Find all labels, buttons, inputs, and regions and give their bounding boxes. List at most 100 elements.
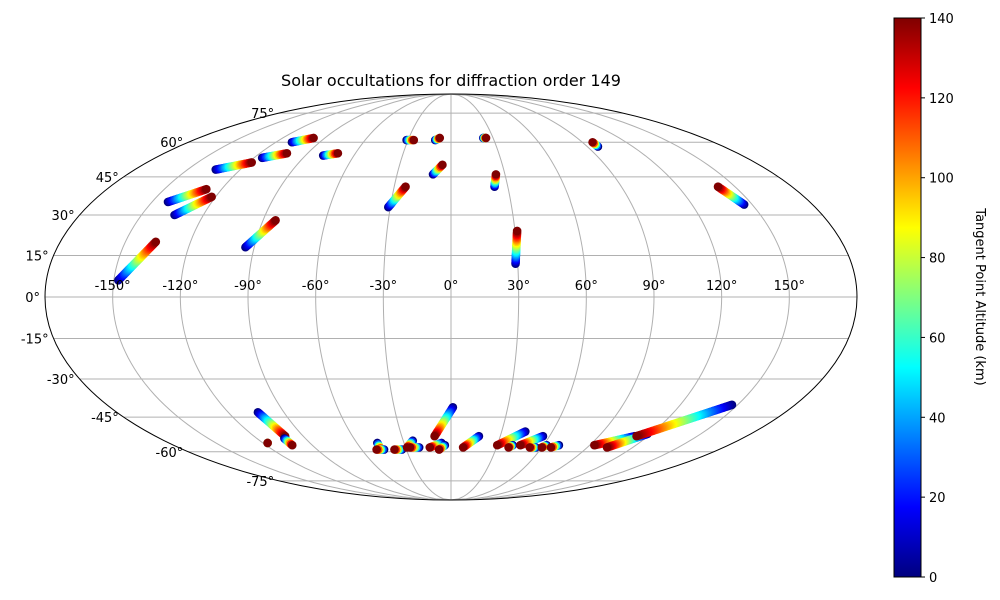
x-tick-label: -60°: [302, 279, 330, 294]
y-tick-label: -15°: [21, 333, 49, 348]
occultation-track: [402, 135, 419, 145]
occultation-point: [430, 431, 439, 441]
occultation-point: [602, 443, 612, 452]
occultation-track: [257, 148, 292, 163]
colorbar-gradient: [893, 17, 922, 578]
x-tick-label: -150°: [95, 279, 131, 294]
colorbar-tick-label: 80: [929, 252, 946, 267]
occultation-point: [271, 215, 280, 225]
occultation-point: [309, 133, 318, 143]
y-tick-label: 15°: [26, 249, 49, 264]
occultation-point: [481, 133, 491, 143]
occultation-point: [491, 170, 501, 179]
occultation-point: [263, 438, 272, 448]
occultation-point: [409, 135, 419, 145]
x-tick-label: -90°: [234, 279, 262, 294]
occultation-track: [430, 133, 445, 145]
occultation-point: [512, 226, 522, 236]
y-tick-label: 0°: [25, 291, 40, 306]
occultation-track: [280, 434, 297, 450]
occultation-point: [202, 184, 211, 194]
x-tick-label: 150°: [774, 279, 805, 294]
occultation-track: [428, 160, 447, 179]
occultation-point: [435, 133, 445, 143]
map-grid: [45, 94, 857, 500]
occultation-track: [114, 237, 161, 285]
occultation-tracks: [114, 133, 749, 454]
y-tick-label: 75°: [251, 107, 274, 122]
occultation-track: [478, 133, 491, 143]
x-tick-label: 90°: [642, 279, 665, 294]
occultation-point: [504, 443, 513, 452]
occultation-track: [525, 443, 541, 452]
occultation-point: [537, 443, 547, 452]
x-tick-label: 120°: [706, 279, 737, 294]
x-tick-label: 30°: [507, 279, 530, 294]
occultation-point: [438, 160, 447, 170]
colorbar-ticks: 0 20 40 60 80 100 120 140: [921, 12, 954, 586]
y-tick-label: -60°: [156, 446, 184, 461]
x-tick-labels: -150° -120° -90° -60° -30° 0° 30° 60° 90° 120° 150…: [95, 279, 805, 294]
occultation-track: [318, 148, 343, 160]
occultation-track: [287, 133, 318, 147]
occultation-point: [151, 237, 161, 247]
occultation-point: [425, 443, 435, 452]
occultation-point: [372, 445, 381, 454]
occultation-point: [434, 445, 444, 454]
occultation-point: [713, 182, 723, 191]
y-tick-label: 30°: [52, 209, 75, 224]
occultation-track: [241, 215, 280, 252]
occultation-point: [458, 443, 468, 452]
occultation-point: [632, 431, 641, 441]
x-tick-label: 0°: [444, 279, 459, 294]
colorbar-tick-label: 100: [929, 172, 954, 187]
occultation-point: [207, 192, 216, 202]
x-tick-label: 60°: [575, 279, 598, 294]
colorbar: 0 20 40 60 80 100 120 140 Tangent Point Altitud…: [893, 12, 987, 586]
occultation-track: [263, 438, 272, 448]
colorbar-tick-label: 0: [929, 571, 937, 586]
occultation-point: [588, 137, 597, 147]
y-tick-label: 60°: [160, 136, 183, 151]
x-tick-label: -120°: [162, 279, 198, 294]
occultation-track: [434, 440, 450, 454]
occultation-track: [430, 403, 458, 441]
y-tick-label: -30°: [47, 373, 75, 388]
map-boundary: [44, 93, 858, 501]
occultation-track: [458, 431, 484, 452]
colorbar-tick-label: 60: [929, 331, 946, 346]
occultation-track: [163, 184, 211, 207]
occultation-track: [632, 400, 737, 441]
occultation-track: [384, 182, 410, 212]
y-tick-label: -75°: [246, 475, 274, 490]
occultation-track: [511, 226, 522, 269]
chart-title: Solar occultations for diffraction order…: [281, 71, 621, 90]
colorbar-label: Tangent Point Altitude (km): [972, 207, 987, 385]
colorbar-tick-label: 120: [929, 92, 954, 107]
occultation-track: [405, 443, 424, 452]
occultation-point: [287, 440, 297, 450]
occultation-track: [211, 158, 256, 174]
occultation-point: [546, 443, 556, 452]
occultation-point: [401, 182, 410, 191]
y-tick-label: 45°: [96, 171, 119, 186]
occultation-track: [490, 170, 501, 191]
occultation-point: [333, 148, 343, 158]
x-tick-label: -30°: [369, 279, 397, 294]
colorbar-tick-label: 20: [929, 491, 946, 506]
occultation-point: [405, 443, 415, 452]
colorbar-tick-label: 140: [929, 12, 954, 27]
y-tick-label: -45°: [91, 411, 119, 426]
occultation-point: [516, 440, 525, 450]
occultation-track: [588, 137, 603, 151]
occultation-point: [590, 440, 599, 450]
y-tick-labels: 75° 60° 45° 30° 15° 0° -15° -30° -45° -60° -75°: [21, 107, 274, 490]
occultation-point: [247, 158, 256, 167]
occultation-track: [390, 445, 407, 454]
occultation-track: [504, 440, 517, 452]
occultation-track: [546, 440, 564, 452]
occultation-track: [372, 445, 389, 454]
occultation-track: [713, 182, 749, 209]
occultation-point: [282, 148, 292, 158]
